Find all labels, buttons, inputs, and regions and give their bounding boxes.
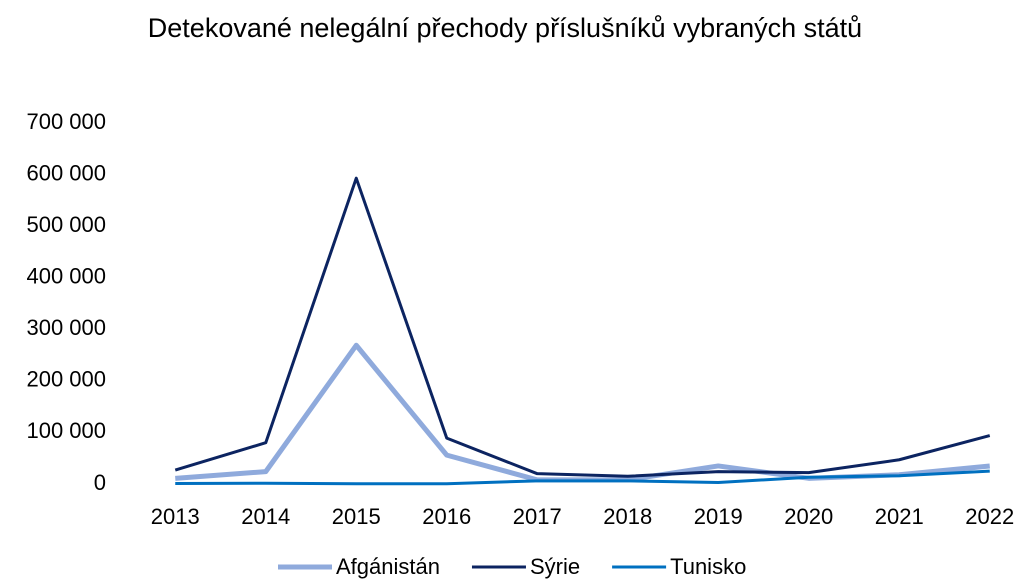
x-tick-label: 2022 (965, 504, 1014, 529)
x-tick-label: 2015 (332, 504, 381, 529)
y-tick-label: 200 000 (26, 367, 106, 392)
x-tick-label: 2021 (875, 504, 924, 529)
series-line (175, 469, 990, 486)
x-tick-label: 2014 (241, 504, 290, 529)
y-tick-label: 0 (94, 470, 106, 495)
chart-title-box: Detekované nelegální přechody příslušník… (0, 12, 1010, 45)
x-tick-label: 2020 (784, 504, 833, 529)
series-line (174, 176, 991, 478)
y-tick-label: 600 000 (26, 160, 106, 185)
y-tick-label: 100 000 (26, 418, 106, 443)
y-tick-label: 700 000 (26, 109, 106, 134)
x-tick-label: 2019 (694, 504, 743, 529)
x-tick-label: 2013 (151, 504, 200, 529)
y-tick-label: 300 000 (26, 315, 106, 340)
chart-title: Detekované nelegální přechody příslušník… (147, 13, 863, 43)
x-tick-label: 2016 (422, 504, 471, 529)
x-tick-label: 2018 (603, 504, 652, 529)
legend-label: Afgánistán (336, 554, 440, 579)
x-tick-label: 2017 (513, 504, 562, 529)
series-line (175, 342, 990, 483)
y-tick-label: 500 000 (26, 212, 106, 237)
y-tick-label: 400 000 (26, 264, 106, 289)
legend-label: Sýrie (530, 554, 580, 579)
legend-label: Tunisko (670, 554, 746, 579)
